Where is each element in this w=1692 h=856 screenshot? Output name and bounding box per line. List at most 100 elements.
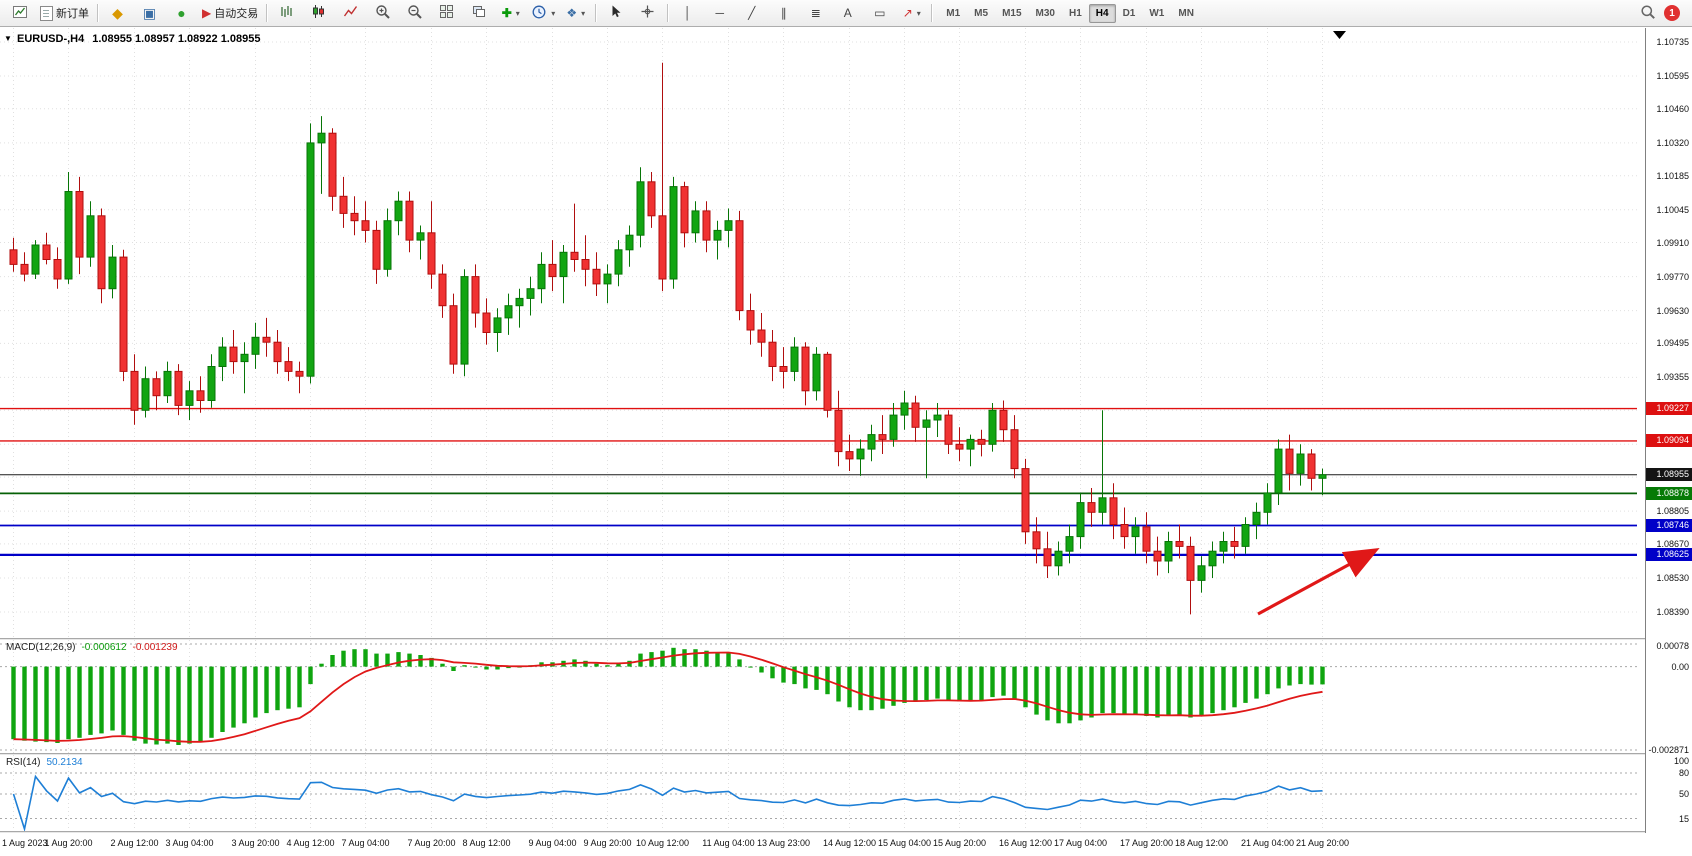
main-chart-surface[interactable] (0, 28, 1645, 638)
text-label-button[interactable]: ▭ (864, 1, 895, 25)
time-axis-label: 17 Aug 04:00 (1053, 838, 1108, 848)
rsi-label-row: RSI(14) 50.2134 (6, 757, 83, 768)
chart-header: EURUSD-,H4 1.08955 1.08957 1.08922 1.089… (7, 33, 260, 45)
timeframe-mn[interactable]: MN (1178, 7, 1194, 19)
support-button[interactable]: ● (166, 1, 197, 25)
time-axis-label: 1 Aug 2023 (2, 838, 48, 848)
text-button[interactable]: A (832, 1, 863, 25)
timeframe-group: M1 M5 M15 M30 H1 H4 D1 W1 MN (939, 3, 1201, 23)
macd-axis-tick: 0.00 (1671, 661, 1689, 672)
chevron-down-icon: ▾ (916, 8, 921, 18)
chevron-down-icon: ▾ (581, 8, 586, 18)
new-order-label: 新订单 (56, 8, 89, 20)
macd-histogram (11, 647, 1325, 745)
time-axis-label: 3 Aug 20:00 (231, 838, 280, 848)
price-badge: 1.08955 (1646, 468, 1692, 482)
time-axis-label: 9 Aug 04:00 (528, 838, 577, 848)
trendline-button[interactable]: ╱ (736, 1, 767, 25)
crosshair-button[interactable] (632, 1, 663, 25)
chart-shift-icon[interactable] (1333, 31, 1346, 39)
templates-button[interactable]: ❖ ▾ (560, 1, 591, 25)
arrows-button[interactable]: ↗ ▾ (896, 1, 927, 25)
price-axis[interactable]: 1.10735 1.10595 1.10460 1.10320 1.10185 1.100… (1646, 28, 1692, 833)
price-axis-tick: 1.10595 (1656, 71, 1689, 81)
time-axis-label: 17 Aug 20:00 (1119, 838, 1174, 848)
new-order-button[interactable]: 新订单 (36, 1, 93, 25)
time-axis-label: 11 Aug 04:00 (702, 838, 755, 848)
channel-button[interactable]: ∥ (768, 1, 799, 25)
annotation-arrow[interactable] (1257, 547, 1380, 616)
data-window-icon: ▣ (142, 5, 157, 21)
bar-chart-button[interactable] (271, 1, 302, 25)
timeframe-m30[interactable]: M30 (1035, 7, 1055, 19)
time-axis-label: 21 Aug 04:00 (1240, 838, 1295, 848)
toolbar-separator (595, 4, 597, 22)
macd-signal-value: -0.001239 (132, 642, 178, 653)
macd-name-label: MACD(12,26,9) (6, 642, 76, 653)
search-icon[interactable] (1640, 4, 1656, 23)
macd-label-row: MACD(12,26,9) -0.000612 -0.001239 (6, 642, 178, 653)
price-badge: 1.08746 (1646, 519, 1692, 532)
new-chart-button[interactable] (4, 1, 35, 25)
data-window-button[interactable]: ▣ (134, 1, 165, 25)
price-axis-tick: 1.09910 (1656, 237, 1689, 248)
notification-badge[interactable]: 1 (1664, 5, 1680, 21)
text-icon: A (843, 6, 852, 20)
candlestick-chart-button[interactable] (303, 1, 334, 25)
candle-wicks-up (35, 116, 1323, 593)
auto-trading-label: 自动交易 (214, 8, 259, 20)
fibonacci-button[interactable]: ≣ (800, 1, 831, 25)
time-axis-label: 14 Aug 12:00 (822, 838, 877, 848)
rsi-axis-tick: 80 (1678, 768, 1689, 778)
clock-icon (531, 4, 547, 23)
timeframe-m5[interactable]: M5 (974, 7, 989, 19)
price-axis-tick: 1.10045 (1656, 204, 1689, 215)
price-axis-tick: 1.08530 (1656, 573, 1689, 583)
pane-splitter[interactable] (0, 753, 1692, 755)
time-axis-label: 10 Aug 12:00 (635, 838, 690, 848)
rsi-axis-tick: 50 (1678, 789, 1689, 799)
macd-main-value: -0.000612 (81, 642, 127, 653)
tile-windows-icon (439, 4, 454, 22)
tile-windows-button[interactable] (431, 1, 462, 25)
vertical-line-button[interactable]: │ (672, 1, 703, 25)
trendline-icon: ╱ (748, 6, 756, 20)
pane-splitter (0, 831, 1692, 833)
price-axis-tick: 1.10735 (1656, 37, 1689, 47)
fibonacci-icon: ≣ (810, 6, 821, 20)
cursor-button[interactable] (600, 1, 631, 25)
time-axis[interactable]: 1 Aug 2023 1 Aug 20:00 2 Aug 12:00 3 Aug 04… (0, 833, 1645, 856)
timeframe-w1[interactable]: W1 (1149, 7, 1165, 19)
indicators-button[interactable]: ✚ ▾ (495, 1, 526, 25)
timeframe-h1[interactable]: H1 (1068, 7, 1082, 19)
zoom-in-icon (375, 4, 391, 23)
horizontal-line-button[interactable]: ─ (704, 1, 735, 25)
price-axis-tick: 1.08670 (1656, 538, 1689, 549)
cascade-windows-button[interactable] (463, 1, 494, 25)
auto-trading-button[interactable]: ▶ 自动交易 (198, 1, 262, 25)
line-chart-button[interactable] (335, 1, 366, 25)
macd-axis-tick: -0.002871 (1648, 745, 1689, 755)
toolbar: 新订单 ◆ ▣ ● ▶ 自动交易 ✚ ▾ ▾ ❖ ▾ (0, 0, 1692, 27)
equidistant-channel-icon: ∥ (780, 6, 787, 20)
time-axis-label: 4 Aug 12:00 (286, 838, 335, 848)
sound-alert-button[interactable]: ◆ (102, 1, 133, 25)
price-axis-tick: 1.08390 (1656, 607, 1689, 617)
rsi-pane: RSI(14) 50.2134 (0, 755, 1645, 831)
chevron-down-icon: ▾ (551, 8, 556, 18)
symbol-period-label: EURUSD-,H4 (17, 33, 85, 45)
timeframe-m1[interactable]: M1 (946, 7, 961, 19)
text-label-icon: ▭ (874, 6, 886, 20)
timeframe-m15[interactable]: M15 (1002, 7, 1022, 19)
zoom-out-button[interactable] (399, 1, 430, 25)
timeframe-d1[interactable]: D1 (1122, 7, 1136, 19)
timeframe-h4[interactable]: H4 (1088, 3, 1116, 23)
bar-chart-icon (279, 4, 294, 22)
macd-chart-surface[interactable] (0, 640, 1645, 753)
pane-splitter[interactable] (0, 638, 1692, 640)
zoom-in-button[interactable] (367, 1, 398, 25)
toolbar-separator (97, 4, 98, 22)
rsi-chart-surface[interactable] (0, 755, 1645, 831)
chart-collapse-icon[interactable]: ▼ (4, 34, 12, 43)
periods-button[interactable]: ▾ (527, 1, 559, 25)
